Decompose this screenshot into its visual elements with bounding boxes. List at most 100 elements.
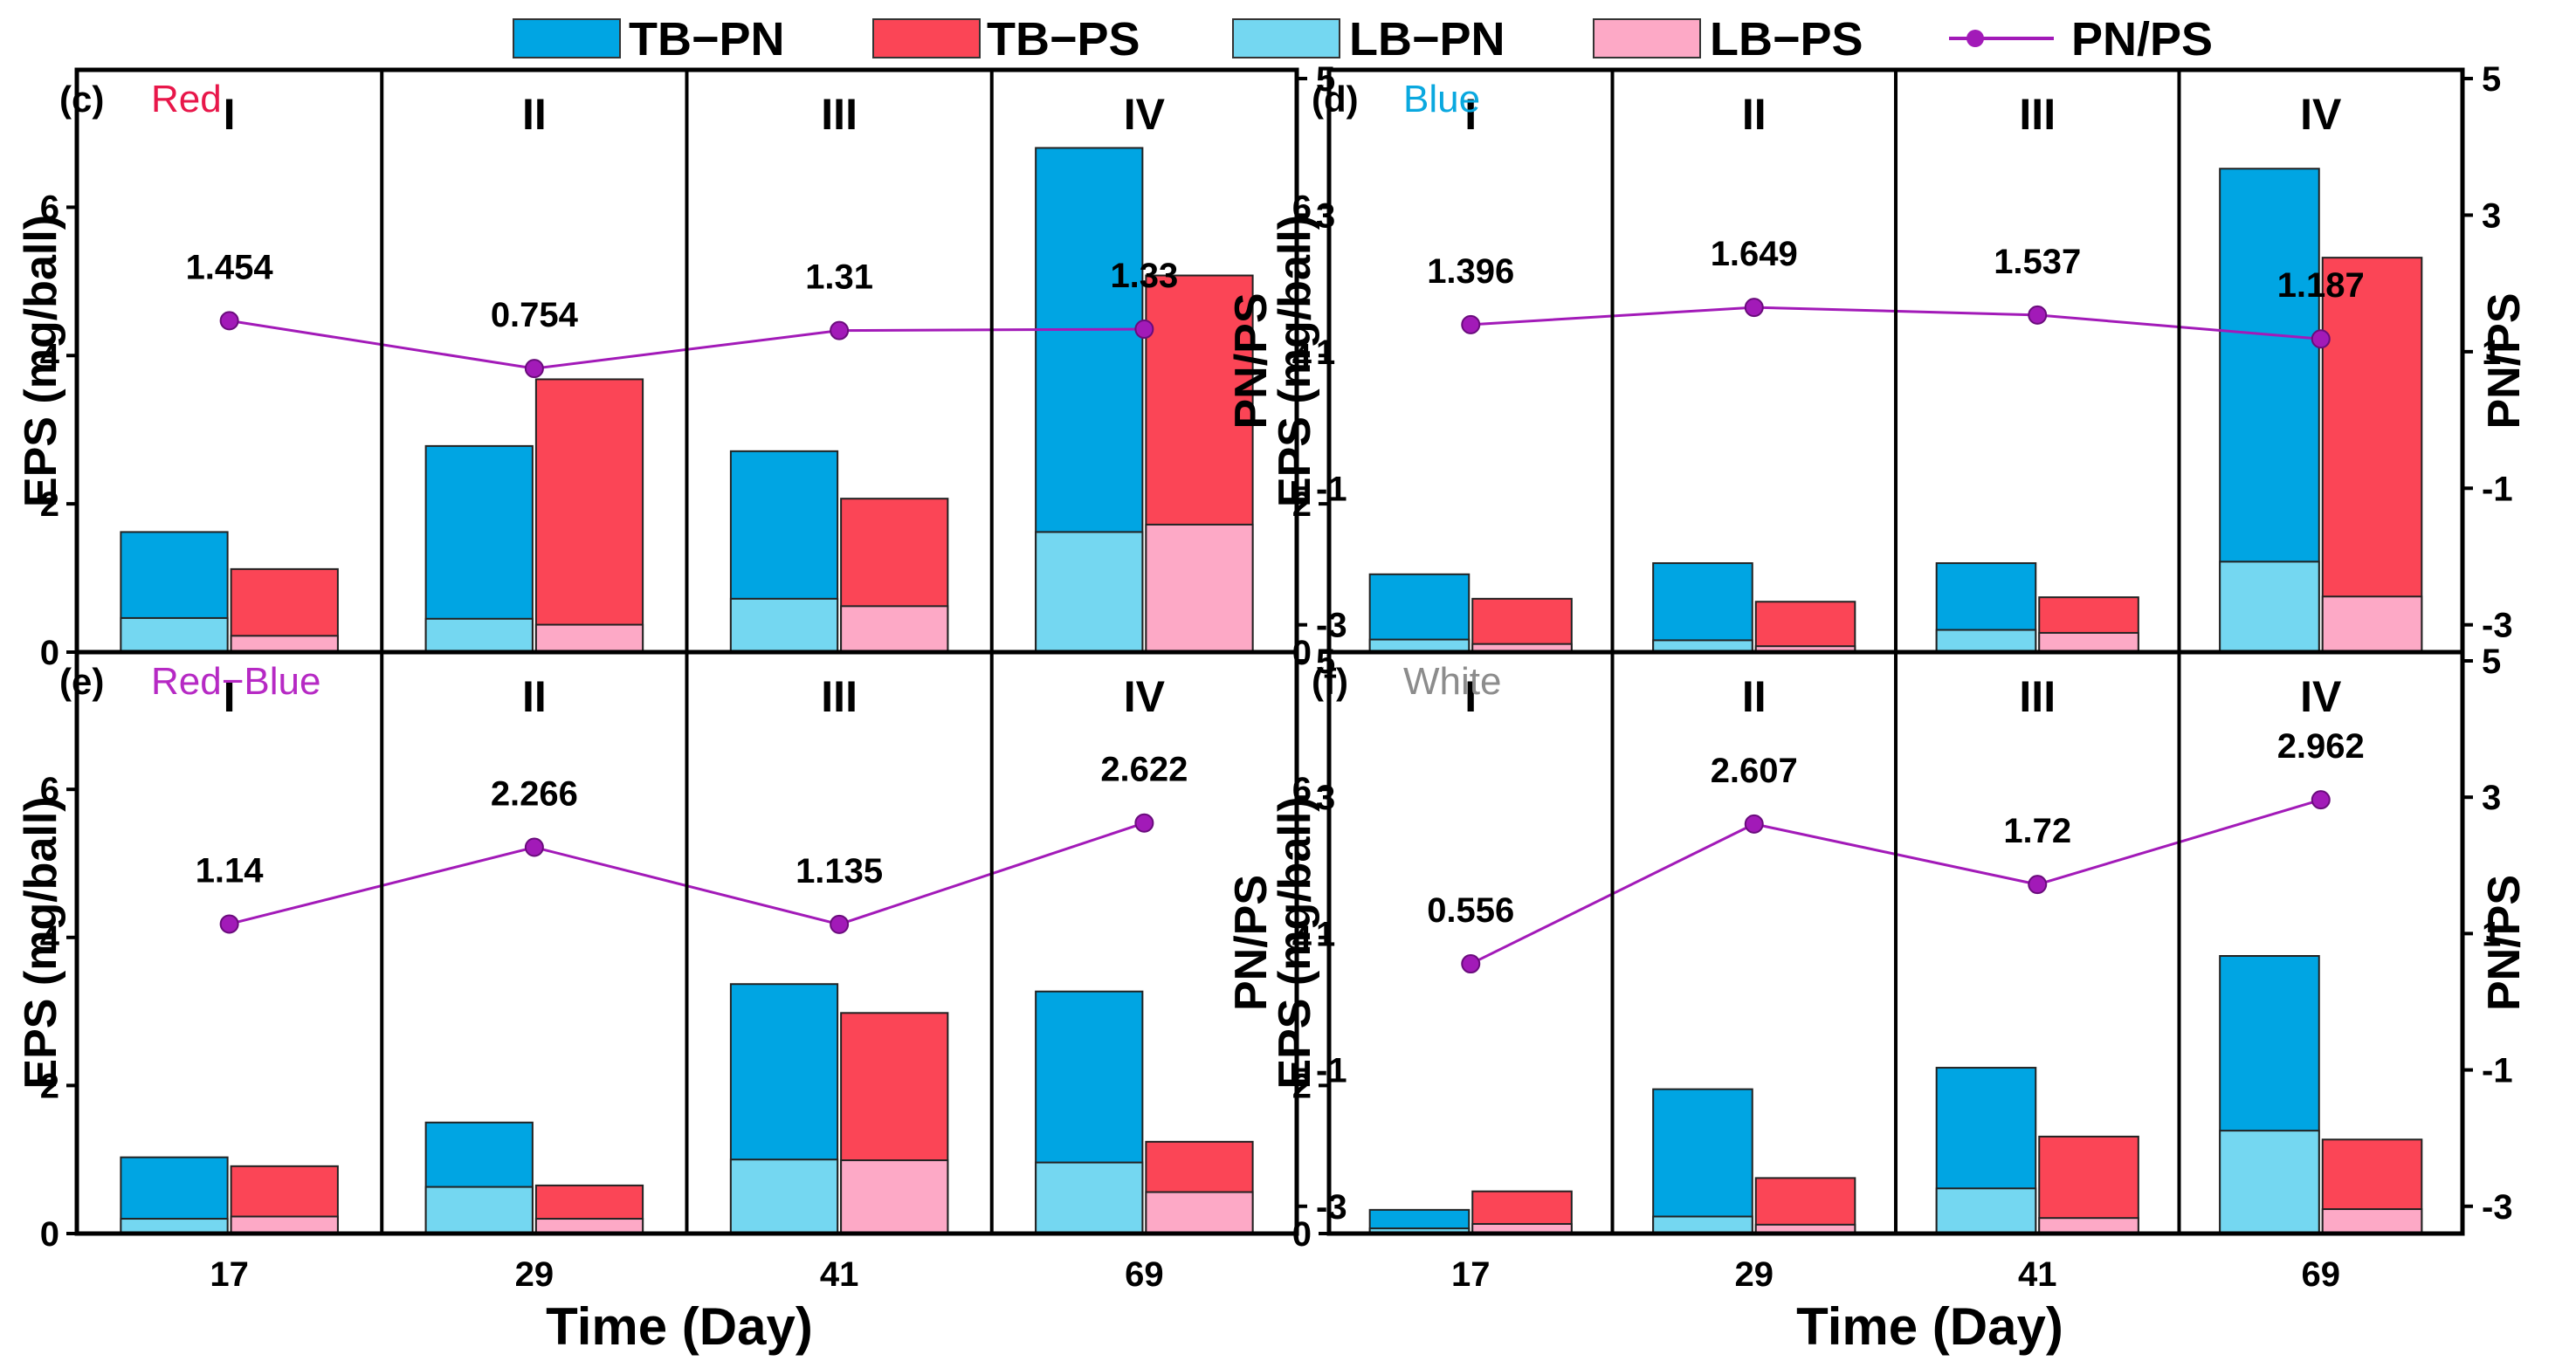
- ratio-value-label: 2.962: [2277, 727, 2365, 766]
- bar-lb-ps: [840, 1159, 949, 1234]
- ratio-point: [2028, 305, 2048, 325]
- stage-label: IV: [1124, 90, 1166, 139]
- y-right-tick-label: -1: [1316, 470, 1347, 508]
- y-right-tick-label: 3: [2482, 779, 2501, 817]
- y-right-tick-label: -3: [1316, 607, 1347, 645]
- ratio-value-label: 1.135: [796, 852, 883, 890]
- y-left-axis-title: EPS (mg/ball): [1270, 796, 1320, 1089]
- ratio-point: [2028, 875, 2048, 895]
- ratio-value-label: 1.33: [1110, 257, 1178, 295]
- ratio-point: [2311, 790, 2331, 810]
- ratio-value-label: 1.649: [1711, 235, 1798, 273]
- bar-lb-ps: [534, 623, 644, 653]
- stage-label: II: [522, 672, 547, 721]
- y-right-tick-label: 1: [2482, 333, 2501, 372]
- condition-label: Blue: [1403, 78, 1480, 120]
- bar-lb-pn: [120, 616, 229, 653]
- bar-lb-ps: [1145, 1191, 1254, 1234]
- bar-tb-pn: [1652, 562, 1753, 654]
- stage-label: II: [1742, 90, 1767, 139]
- bar-lb-ps: [534, 1218, 644, 1235]
- y-left-axis-title-unit: (mg/ball): [16, 215, 66, 404]
- y-left-axis-title: EPS (mg/ball): [16, 215, 66, 507]
- y-left-tick-label: 0: [40, 1215, 59, 1254]
- ratio-value-label: 1.537: [1994, 243, 2081, 281]
- x-axis-title-left: Time (Day): [546, 1297, 813, 1356]
- bar-lb-ps: [230, 1215, 339, 1234]
- bar-tb-ps: [534, 378, 644, 653]
- y-right-tick-label: -3: [1316, 1188, 1347, 1227]
- y-left-axis-title-unit: (mg/ball): [16, 796, 66, 986]
- x-tick-label: 29: [1735, 1255, 1774, 1294]
- stage-label: III: [2019, 672, 2056, 721]
- y-left-tick-label: 2: [40, 1067, 59, 1105]
- ratio-value-label: 0.754: [491, 296, 579, 334]
- ratio-point: [1744, 298, 1764, 318]
- legend-label-lb-ps: LB−PS: [1710, 13, 1863, 65]
- bar-lb-ps: [2321, 595, 2423, 653]
- y-left-tick-label: 4: [40, 919, 60, 958]
- condition-label: Red: [151, 78, 222, 120]
- ratio-point: [524, 837, 544, 857]
- ratio-value-label: 1.454: [186, 248, 274, 286]
- y-right-tick-label: -1: [2482, 470, 2513, 508]
- y-right-axis-title: PN/PS: [2479, 292, 2530, 429]
- bar-lb-ps: [230, 635, 339, 653]
- panel-letter: (f): [1312, 661, 1348, 702]
- legend-swatch-lb-pn: [1232, 18, 1340, 58]
- y-left-tick-label: 0: [1292, 1215, 1312, 1254]
- bar-lb-pn: [1935, 1187, 2037, 1234]
- ratio-point: [1461, 954, 1481, 974]
- stage-label: III: [821, 90, 858, 139]
- x-tick-label: 17: [210, 1255, 249, 1294]
- legend-swatch-lb-ps: [1593, 18, 1701, 58]
- ratio-value-label: 1.14: [196, 851, 265, 890]
- legend: TB−PN TB−PS LB−PN LB−PS PN/PS: [513, 13, 2213, 65]
- y-left-axis-title-eps: EPS: [1270, 986, 1320, 1090]
- bar-tb-pn: [1652, 1088, 1753, 1235]
- y-right-tick-label: -3: [2482, 607, 2513, 645]
- y-left-axis-title: EPS (mg/ball): [1270, 215, 1320, 507]
- bar-lb-ps: [2321, 1208, 2423, 1234]
- y-left-tick-label: 2: [1292, 485, 1312, 524]
- bar-lb-pn: [2219, 1130, 2320, 1235]
- panel-f: I II III IV0.5562.6071.722.9620246-3-113517…: [1270, 643, 2530, 1294]
- ratio-point: [1461, 314, 1481, 334]
- y-left-tick-label: 6: [40, 771, 59, 809]
- ratio-point: [830, 914, 850, 934]
- stage-label: III: [821, 672, 858, 721]
- y-right-tick-label: 5: [2482, 60, 2501, 99]
- y-left-tick-label: 2: [40, 485, 59, 524]
- panel-d: I II III IV1.396 1.649 1.5371.1870246-3-1135(…: [1270, 60, 2530, 672]
- ratio-point: [2311, 329, 2331, 349]
- panel-letter: (c): [59, 79, 104, 120]
- ratio-point: [1744, 814, 1764, 834]
- y-left-tick-label: 4: [1292, 919, 1312, 958]
- panel-letter: (e): [59, 661, 104, 702]
- y-right-tick-label: 1: [2482, 915, 2501, 953]
- stage-label: I: [224, 90, 236, 139]
- ratio-value-label: 1.396: [1427, 252, 1514, 291]
- y-right-tick-label: 3: [2482, 196, 2501, 235]
- bar-tb-ps: [2321, 257, 2423, 653]
- bar-lb-ps: [840, 605, 949, 653]
- bar-lb-pn: [1652, 1215, 1753, 1234]
- ratio-point: [1134, 320, 1154, 340]
- bar-lb-pn: [2219, 560, 2320, 654]
- x-tick-label: 69: [2302, 1255, 2341, 1294]
- y-left-tick-label: 6: [40, 189, 59, 227]
- stage-label: I: [1464, 672, 1477, 721]
- y-right-axis-title: PN/PS: [1226, 875, 1277, 1011]
- bar-lb-ps: [2038, 631, 2139, 654]
- ratio-point: [219, 914, 239, 934]
- ratio-value-label: 2.622: [1100, 751, 1188, 789]
- stage-label: II: [1742, 672, 1767, 721]
- ratio-value-label: 0.556: [1427, 891, 1514, 930]
- ratio-value-label: 1.31: [805, 258, 873, 297]
- legend-swatch-tb-pn: [513, 18, 621, 58]
- bar-lb-pn: [1035, 1161, 1144, 1235]
- stage-label: I: [1464, 90, 1477, 139]
- x-axis-title-right: Time (Day): [1796, 1297, 2063, 1356]
